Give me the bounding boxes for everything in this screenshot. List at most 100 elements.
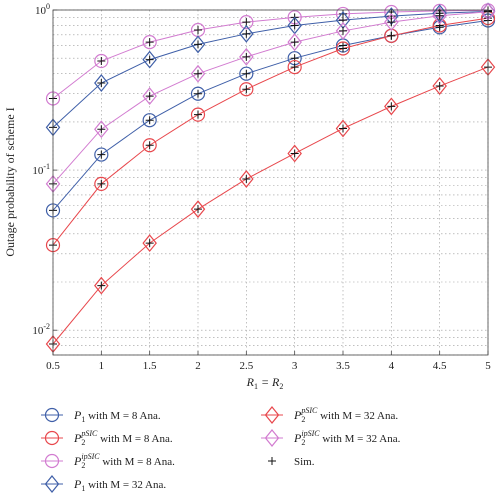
legend-marker: [44, 430, 60, 446]
data-point-marker: [94, 53, 109, 69]
sim-point-marker: [290, 38, 299, 47]
y-axis-label: Outage probability of scheme I: [3, 107, 17, 256]
x-tick-label: 3: [292, 360, 298, 372]
series-3: [45, 3, 496, 106]
sim-point-marker: [194, 40, 202, 49]
data-point-marker: [142, 50, 157, 69]
sim-point-marker: [194, 205, 202, 214]
sim-point-marker: [387, 102, 396, 111]
legend-label: P2pSIC with M = 32 Ana.: [293, 406, 398, 424]
x-tick-label: 1.5: [143, 360, 157, 372]
data-point-marker: [335, 41, 351, 56]
legend-entry: P1 with M = 32 Ana.: [41, 475, 166, 493]
sim-point-marker: [194, 26, 202, 35]
sim-point-marker: [145, 116, 154, 125]
sim-point-marker: [339, 26, 347, 35]
legend-entry: P2ipSIC with M = 8 Ana.: [41, 452, 175, 470]
x-tick-label: 5: [485, 360, 491, 372]
data-point-marker: [239, 66, 254, 81]
data-point-marker: [239, 47, 254, 66]
sim-point-marker: [242, 174, 251, 183]
data-point-marker: [287, 59, 302, 75]
grid: [52, 9, 489, 356]
legend-entry: P2ipSIC with M = 32 Ana.: [261, 429, 401, 447]
data-point-marker: [190, 107, 206, 122]
sim-point-marker: [339, 124, 347, 133]
data-point-marker: [142, 113, 157, 128]
legend-label: P2ipSIC with M = 8 Ana.: [73, 452, 175, 470]
data-point-marker: [335, 119, 351, 138]
x-axis-label: R1 = R2: [246, 375, 284, 391]
legend-marker: [44, 407, 60, 423]
x-tick-label: 0.5: [46, 360, 60, 372]
legend: P1 with M = 8 Ana. P2pSIC with M = 8 Ana.…: [41, 406, 401, 493]
series-line: [52, 17, 489, 246]
data-point-marker: [239, 82, 254, 97]
data-point-marker: [142, 234, 157, 253]
y-tick-label: 10-1: [32, 162, 50, 177]
x-tick-label: 4: [389, 360, 395, 372]
data-point-marker: [190, 64, 206, 83]
data-point-marker: [94, 74, 109, 92]
sim-point-marker: [242, 52, 251, 61]
sim-point-marker: [97, 125, 106, 134]
sim-point-marker: [145, 55, 154, 64]
series-line: [52, 9, 489, 99]
legend-marker: [268, 457, 276, 465]
sim-point-marker: [97, 179, 106, 188]
series-1: [45, 13, 496, 218]
legend-label: P1 with M = 8 Ana.: [73, 408, 161, 424]
legend-marker: [44, 475, 60, 493]
legend-entry: P2pSIC with M = 8 Ana.: [41, 429, 173, 447]
data-point-marker: [190, 200, 206, 219]
sim-point-marker: [435, 21, 444, 30]
data-point-marker: [190, 35, 206, 54]
y-tick-label: 10-2: [32, 322, 50, 337]
data-point-marker: [239, 24, 254, 43]
tick-labels: 0.5 1 1.5 2 2.5 3 3.5 4 4.5 5 100 10-1 10-2: [32, 2, 491, 372]
series-4: [45, 2, 496, 137]
x-tick-label: 2.5: [239, 360, 253, 372]
series-line: [52, 10, 489, 128]
sim-point-marker: [194, 69, 202, 78]
sim-point-marker: [145, 239, 154, 248]
data-point-marker: [432, 77, 447, 95]
legend-label: P2pSIC with M = 8 Ana.: [73, 429, 173, 447]
data-point-marker: [94, 276, 109, 295]
data-point-marker: [190, 86, 206, 101]
data-point-marker: [142, 87, 157, 106]
sim-point-marker: [242, 29, 251, 38]
data-point-marker: [384, 13, 399, 32]
sim-point-marker: [435, 82, 444, 91]
legend-entry: P1 with M = 8 Ana.: [41, 407, 161, 424]
data-point-marker: [335, 21, 351, 40]
x-tick-label: 4.5: [433, 360, 447, 372]
legend-entry: Sim.: [268, 456, 315, 468]
data-point-marker: [142, 138, 157, 153]
series-2: [45, 11, 496, 253]
series-6: [45, 2, 496, 193]
sim-point-marker: [194, 110, 202, 119]
data-point-marker: [94, 120, 109, 139]
legend-label: Sim.: [294, 456, 315, 468]
data-point-marker: [287, 33, 302, 52]
series-5: [45, 58, 496, 353]
data-point-marker: [432, 4, 447, 23]
plot-frame: [52, 9, 489, 356]
sim-point-marker: [242, 85, 251, 94]
sim-point-marker: [97, 78, 106, 87]
data-point-marker: [239, 170, 254, 188]
sim-point-marker: [290, 63, 299, 72]
series-layer: [45, 2, 496, 353]
series-line: [52, 19, 489, 211]
legend-marker: [264, 429, 280, 447]
sim-point-marker: [339, 44, 347, 53]
sim-point-marker: [290, 21, 299, 30]
legend-label: P1 with M = 32 Ana.: [73, 477, 166, 493]
sim-point-marker: [145, 92, 154, 101]
sim-point-marker: [242, 69, 251, 78]
sim-point-marker: [97, 57, 106, 66]
sim-point-marker: [145, 38, 154, 47]
sim-point-marker: [145, 141, 154, 150]
legend-entry: P2pSIC with M = 32 Ana.: [261, 406, 398, 424]
